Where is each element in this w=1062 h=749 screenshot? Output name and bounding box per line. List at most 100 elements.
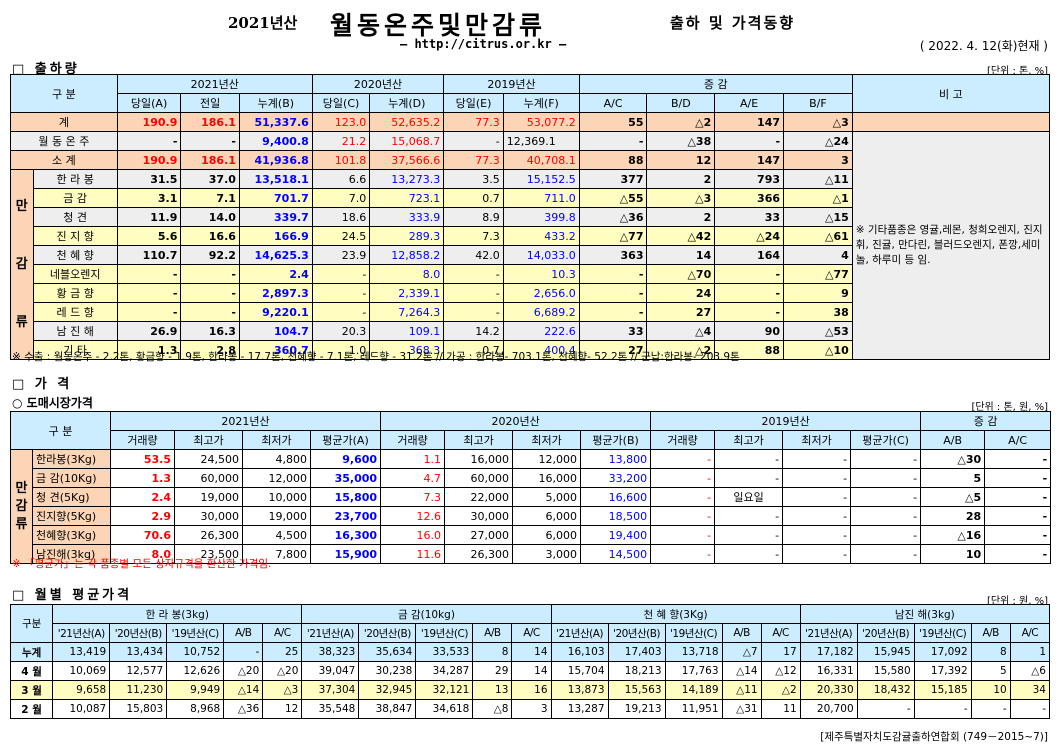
- value-cell: -: [850, 449, 922, 469]
- value-cell: 16,000: [444, 449, 514, 469]
- value-cell: -: [116, 302, 182, 322]
- value-cell: 14.0: [180, 207, 240, 227]
- value-cell: 11: [760, 699, 801, 719]
- value-cell: -: [180, 283, 240, 303]
- value-cell: 70.6: [110, 525, 175, 545]
- value-cell: -: [443, 264, 504, 284]
- column-header: B/D: [646, 93, 716, 113]
- value-cell: 8: [472, 642, 513, 662]
- value-cell: 27: [646, 302, 716, 322]
- value-cell: 333.9: [369, 207, 445, 227]
- value-cell: -: [850, 525, 922, 545]
- value-cell: 19,000: [242, 506, 311, 526]
- row-label: 황 금 향: [32, 283, 118, 303]
- column-header: A/E: [714, 93, 785, 113]
- value-cell: 14,189: [664, 680, 723, 700]
- value-cell: 42.0: [443, 245, 504, 265]
- value-cell: 13,287: [550, 699, 609, 719]
- row-label: 누계: [9, 642, 54, 662]
- value-cell: 4: [783, 245, 853, 265]
- column-header: B/F: [783, 93, 853, 113]
- column-header: 평균가(B): [580, 430, 652, 450]
- column-header: '21년산(A): [52, 623, 111, 643]
- column-header: '21년산(A): [799, 623, 858, 643]
- row-label: 청 견: [32, 207, 118, 227]
- value-cell: -: [443, 302, 504, 322]
- value-cell: 26,300: [174, 525, 243, 545]
- value-cell: △2: [646, 112, 716, 132]
- value-cell: 22,000: [444, 487, 514, 507]
- value-cell: 433.2: [502, 226, 580, 246]
- page-subtitle: 출하 및 가격동향: [670, 14, 796, 32]
- value-cell: 13: [472, 680, 513, 700]
- value-cell: 77.3: [443, 150, 504, 170]
- column-header: A/B: [970, 623, 1011, 643]
- table-row: 4 월 10,069 12,577 12,626 △20 △20 39,047 30,238 3…: [9, 661, 1051, 681]
- value-cell: -: [984, 449, 1052, 469]
- value-cell: △15: [783, 207, 853, 227]
- value-cell: 109.1: [369, 321, 445, 341]
- table-row: 계 190.9 186.1 51,337.6 123.0 52,635.2 77.3 53,0…: [10, 112, 1051, 132]
- value-cell: 14,500: [580, 544, 652, 564]
- value-cell: 5,000: [512, 487, 582, 507]
- column-header: 최저가: [782, 430, 852, 450]
- value-cell: 13,434: [109, 642, 168, 662]
- value-cell: 30,238: [358, 661, 417, 681]
- value-cell: △77: [578, 226, 648, 246]
- value-cell: 53.5: [110, 449, 175, 469]
- value-cell: 110.7: [116, 245, 182, 265]
- table-row: 구 분 2021년산 2020년산 2019년산 증 감: [10, 411, 1052, 450]
- side-char: 류: [15, 314, 28, 330]
- value-cell: 27,000: [444, 525, 514, 545]
- value-cell: 10,069: [52, 661, 111, 681]
- value-cell: △70: [646, 264, 716, 284]
- value-cell: 92.2: [180, 245, 240, 265]
- value-cell: 11,951: [664, 699, 723, 719]
- column-header: 누계(D): [369, 93, 445, 113]
- table-row: 금 감(10Kg) 1.3 60,000 12,000 35,000 4.7 60,000 1…: [11, 468, 1052, 488]
- value-cell: 77.3: [443, 112, 504, 132]
- value-cell: -: [714, 449, 784, 469]
- value-cell: -: [180, 264, 240, 284]
- value-cell: 2.4: [238, 264, 313, 284]
- column-header: A/C: [262, 623, 303, 643]
- value-cell: 34: [1009, 680, 1051, 700]
- value-cell: 2: [646, 207, 716, 227]
- value-cell: 12,369.1: [502, 131, 580, 151]
- value-cell: 37,304: [301, 680, 360, 700]
- value-cell: △14: [721, 661, 762, 681]
- header-remark: 비 고: [851, 74, 1051, 113]
- value-cell: -: [311, 302, 371, 322]
- row-label: 한 라 봉: [32, 169, 118, 189]
- value-cell: -: [443, 283, 504, 303]
- value-cell: -: [913, 699, 972, 719]
- column-header: '21년산(A): [301, 623, 360, 643]
- value-cell: -: [650, 525, 716, 545]
- table-row: 만 감 류 한라봉(3Kg) 53.5 24,500 4,800 9,600 1.1 16,000…: [10, 449, 1052, 564]
- footer-org: [제주특별자치도감귤출하연합회 (749－2015~7)]: [820, 731, 1048, 743]
- value-cell: 368.3: [369, 340, 445, 360]
- value-cell: 5.6: [116, 226, 182, 246]
- value-cell: 12,000: [242, 468, 311, 488]
- value-cell: △3: [783, 112, 853, 132]
- value-cell: 8,968: [166, 699, 225, 719]
- value-cell: △5: [920, 487, 986, 507]
- row-label: 4 월: [9, 661, 54, 681]
- monthly-unit: [단위 : 원, %]: [987, 596, 1048, 607]
- value-cell: 20.3: [311, 321, 371, 341]
- row-label: 한라봉(3Kg): [32, 449, 111, 469]
- value-cell: 399.8: [502, 207, 580, 227]
- value-cell: 18.6: [311, 207, 371, 227]
- row-label: 네블오렌지: [32, 264, 118, 284]
- value-cell: 15,900: [309, 544, 382, 564]
- value-cell: 1.0: [311, 340, 371, 360]
- value-cell: 39,047: [301, 661, 360, 681]
- value-cell: 13,718: [664, 642, 723, 662]
- value-cell: 147: [714, 150, 785, 170]
- value-cell: 9,220.1: [238, 302, 313, 322]
- column-header: A/B: [472, 623, 513, 643]
- value-cell: 4,800: [242, 449, 311, 469]
- remark-empty: [851, 112, 1051, 132]
- value-cell: 11.6: [380, 544, 446, 564]
